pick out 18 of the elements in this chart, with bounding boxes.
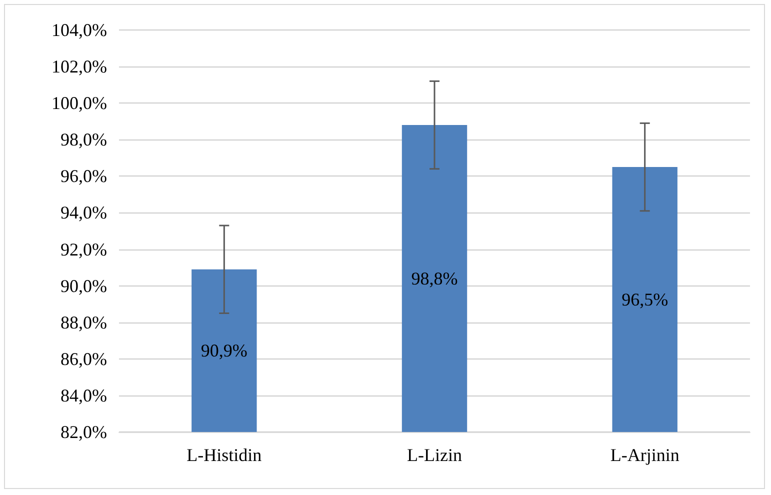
y-tick-label: 88,0%: [60, 312, 107, 332]
y-tick-label: 92,0%: [60, 239, 107, 260]
y-tick-label: 82,0%: [60, 422, 107, 442]
x-tick-label: L-Arjinin: [610, 445, 680, 465]
y-tick-label: 84,0%: [60, 385, 107, 406]
y-tick-label: 102,0%: [52, 56, 107, 77]
y-tick-label: 104,0%: [52, 20, 107, 40]
y-tick-label: 90,0%: [60, 276, 107, 296]
y-tick-label: 94,0%: [60, 202, 107, 223]
y-tick-label: 98,0%: [60, 130, 107, 150]
y-tick-label: 86,0%: [60, 348, 107, 369]
data-label: 98,8%: [411, 268, 458, 289]
data-label: 90,9%: [200, 340, 248, 361]
y-tick-label: 96,0%: [60, 166, 107, 186]
data-label: 96,5%: [622, 290, 668, 310]
y-tick-label: 100,0%: [52, 93, 107, 114]
x-tick-label: L-Lizin: [407, 445, 462, 465]
x-tick-label: L-Histidin: [186, 445, 262, 465]
